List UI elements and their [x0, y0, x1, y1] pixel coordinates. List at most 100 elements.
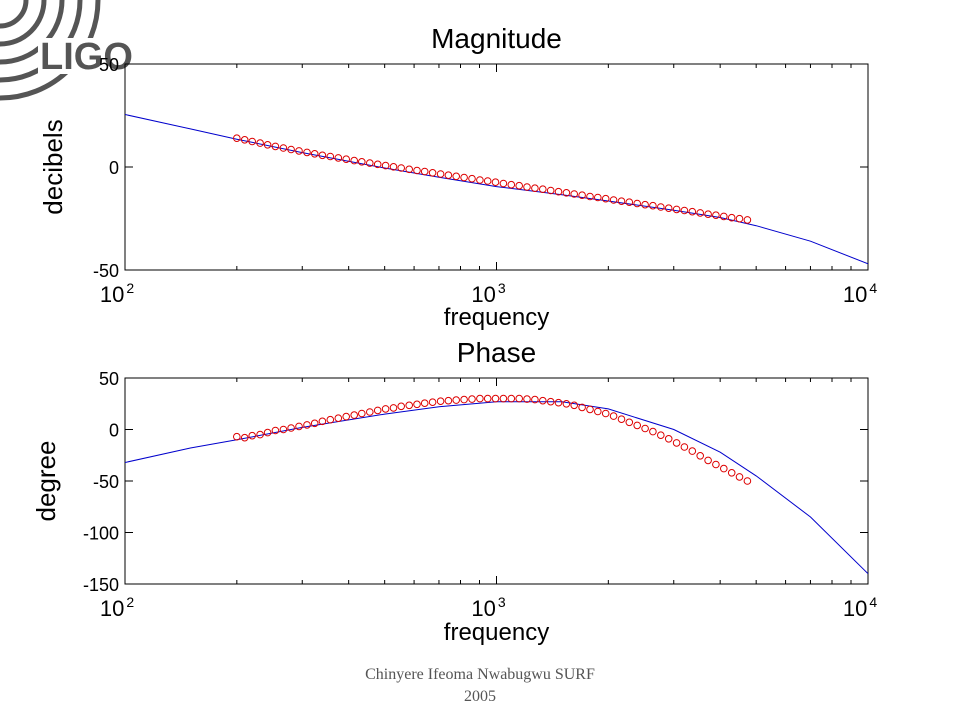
measured-point — [256, 430, 264, 439]
measured-point — [554, 398, 563, 407]
measured-point — [436, 170, 445, 178]
measured-point — [334, 414, 343, 423]
measured-point — [381, 405, 390, 413]
x-tick-exponent: 3 — [498, 594, 506, 610]
measured-point — [554, 187, 563, 196]
measured-point — [483, 177, 492, 185]
measured-point — [233, 432, 241, 441]
measured-point — [240, 433, 249, 442]
x-tick-label: 10 4 — [843, 594, 877, 621]
measured-point — [366, 408, 374, 416]
measured-point — [633, 199, 642, 208]
measured-point — [664, 204, 673, 212]
measured-point — [594, 407, 602, 416]
measured-point — [397, 402, 406, 411]
measured-point — [358, 409, 366, 418]
measured-point — [295, 422, 303, 431]
x-tick-exponent: 2 — [126, 594, 134, 610]
x-tick-label: 10 2 — [100, 594, 134, 621]
measured-point — [428, 398, 437, 407]
x-tick-exponent: 3 — [498, 280, 506, 296]
measured-point — [743, 216, 752, 224]
measured-point — [515, 394, 524, 403]
measured-point — [310, 419, 319, 428]
measured-point — [531, 395, 539, 404]
measured-point — [420, 167, 429, 176]
measured-point — [263, 141, 272, 149]
measured-point — [483, 394, 492, 403]
phase-chart: 10 2 10 3 10 4 50 0 -50 -100 -150 Phase frequency deg… — [31, 337, 877, 646]
measured-point — [712, 211, 720, 219]
footer-year: 2005 — [464, 688, 496, 705]
measured-point — [248, 431, 256, 440]
x-tick-exponent: 2 — [126, 280, 134, 296]
measured-point — [413, 400, 421, 409]
measured-point — [326, 415, 335, 424]
measured-point — [303, 421, 311, 429]
measured-point — [452, 172, 461, 181]
magnitude-chart: 10 2 10 3 10 4 50 0 -50 Magnitude frequency decibel… — [38, 23, 877, 331]
measured-point — [609, 196, 618, 204]
measured-point — [515, 181, 524, 190]
measured-point — [649, 201, 657, 210]
measured-point — [460, 173, 468, 182]
measured-point — [539, 185, 547, 193]
measured-point — [625, 198, 634, 206]
measured-point — [680, 443, 689, 451]
measured-point — [720, 212, 728, 221]
measured-point — [609, 412, 618, 420]
y-tick-label: 50 — [99, 55, 119, 75]
y-axis-label: degree — [31, 441, 61, 522]
measured-point — [704, 456, 712, 465]
measured-point — [271, 142, 280, 151]
measured-point — [413, 166, 421, 175]
measured-point — [303, 148, 311, 157]
measured-point — [256, 139, 264, 147]
measured-point — [688, 447, 697, 455]
y-axis-label: decibels — [38, 119, 68, 214]
measured-point — [342, 412, 351, 421]
measured-point — [531, 184, 539, 192]
measured-point — [735, 473, 744, 481]
x-tick-exponent: 4 — [869, 280, 877, 296]
measured-point — [672, 439, 681, 447]
measured-point — [318, 417, 327, 426]
measured-point — [444, 171, 453, 179]
x-axis-label: frequency — [444, 304, 549, 331]
measured-point — [491, 394, 500, 403]
measured-point — [625, 418, 634, 427]
measured-point — [279, 425, 288, 434]
measured-point — [444, 396, 453, 405]
measured-point — [366, 159, 374, 167]
measured-point — [428, 169, 437, 177]
measured-point — [594, 193, 602, 202]
measured-point — [350, 156, 359, 165]
measured-point — [712, 460, 720, 469]
measured-point — [248, 137, 256, 146]
measured-point — [641, 424, 649, 433]
measured-point — [696, 452, 705, 460]
measured-point — [342, 155, 351, 163]
measured-point — [704, 210, 712, 218]
y-tick-label: 0 — [109, 421, 119, 441]
x-tick-label: 10 4 — [843, 280, 877, 307]
measured-point — [601, 409, 610, 418]
measured-point — [578, 191, 586, 199]
measured-point — [233, 134, 241, 142]
measured-point — [436, 397, 445, 406]
y-tick-label: -100 — [83, 524, 119, 544]
plot-frame — [124, 63, 869, 271]
measured-point — [389, 404, 398, 412]
measured-point — [476, 394, 484, 403]
measured-point — [735, 214, 744, 223]
footer-author: Chinyere Ifeoma Nwabugwu SURF — [365, 666, 595, 683]
y-tick-label: -50 — [93, 472, 119, 492]
model-fit-line — [125, 401, 868, 575]
measured-point — [720, 464, 728, 473]
measured-point — [696, 209, 705, 217]
measured-point — [546, 186, 555, 195]
x-axis-label: frequency — [444, 619, 549, 646]
measured-point — [562, 189, 571, 197]
measured-point — [649, 427, 657, 436]
measured-point — [350, 411, 359, 419]
